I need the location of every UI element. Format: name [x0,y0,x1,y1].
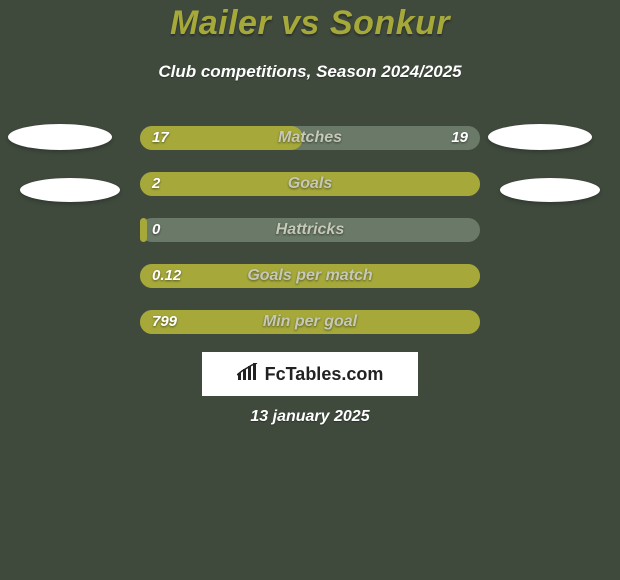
stat-row-goals-per-match: 0.12 Goals per match [140,264,480,288]
stat-row-matches: 17 Matches 19 [140,126,480,150]
stat-row-min-per-goal: 799 Min per goal [140,310,480,334]
player-left-avatar-1 [8,124,112,150]
stat-metric-label: Goals per match [140,264,480,288]
stat-row-hattricks: 0 Hattricks [140,218,480,242]
stat-metric-label: Min per goal [140,310,480,334]
stat-row-goals: 2 Goals [140,172,480,196]
stat-metric-label: Goals [140,172,480,196]
footer-date: 13 january 2025 [0,408,620,426]
player-right-avatar-1 [488,124,592,150]
stat-right-value: 19 [451,126,468,150]
comparison-infographic: Mailer vs Sonkur Club competitions, Seas… [0,0,620,580]
page-title: Mailer vs Sonkur [0,4,620,43]
brand-logo-text: FcTables.com [265,364,384,385]
brand-logo: FcTables.com [202,352,418,396]
player-right-avatar-2 [500,178,600,202]
bar-chart-icon [237,363,259,386]
player-left-avatar-2 [20,178,120,202]
stat-metric-label: Hattricks [140,218,480,242]
subtitle: Club competitions, Season 2024/2025 [0,62,620,82]
stat-metric-label: Matches [140,126,480,150]
